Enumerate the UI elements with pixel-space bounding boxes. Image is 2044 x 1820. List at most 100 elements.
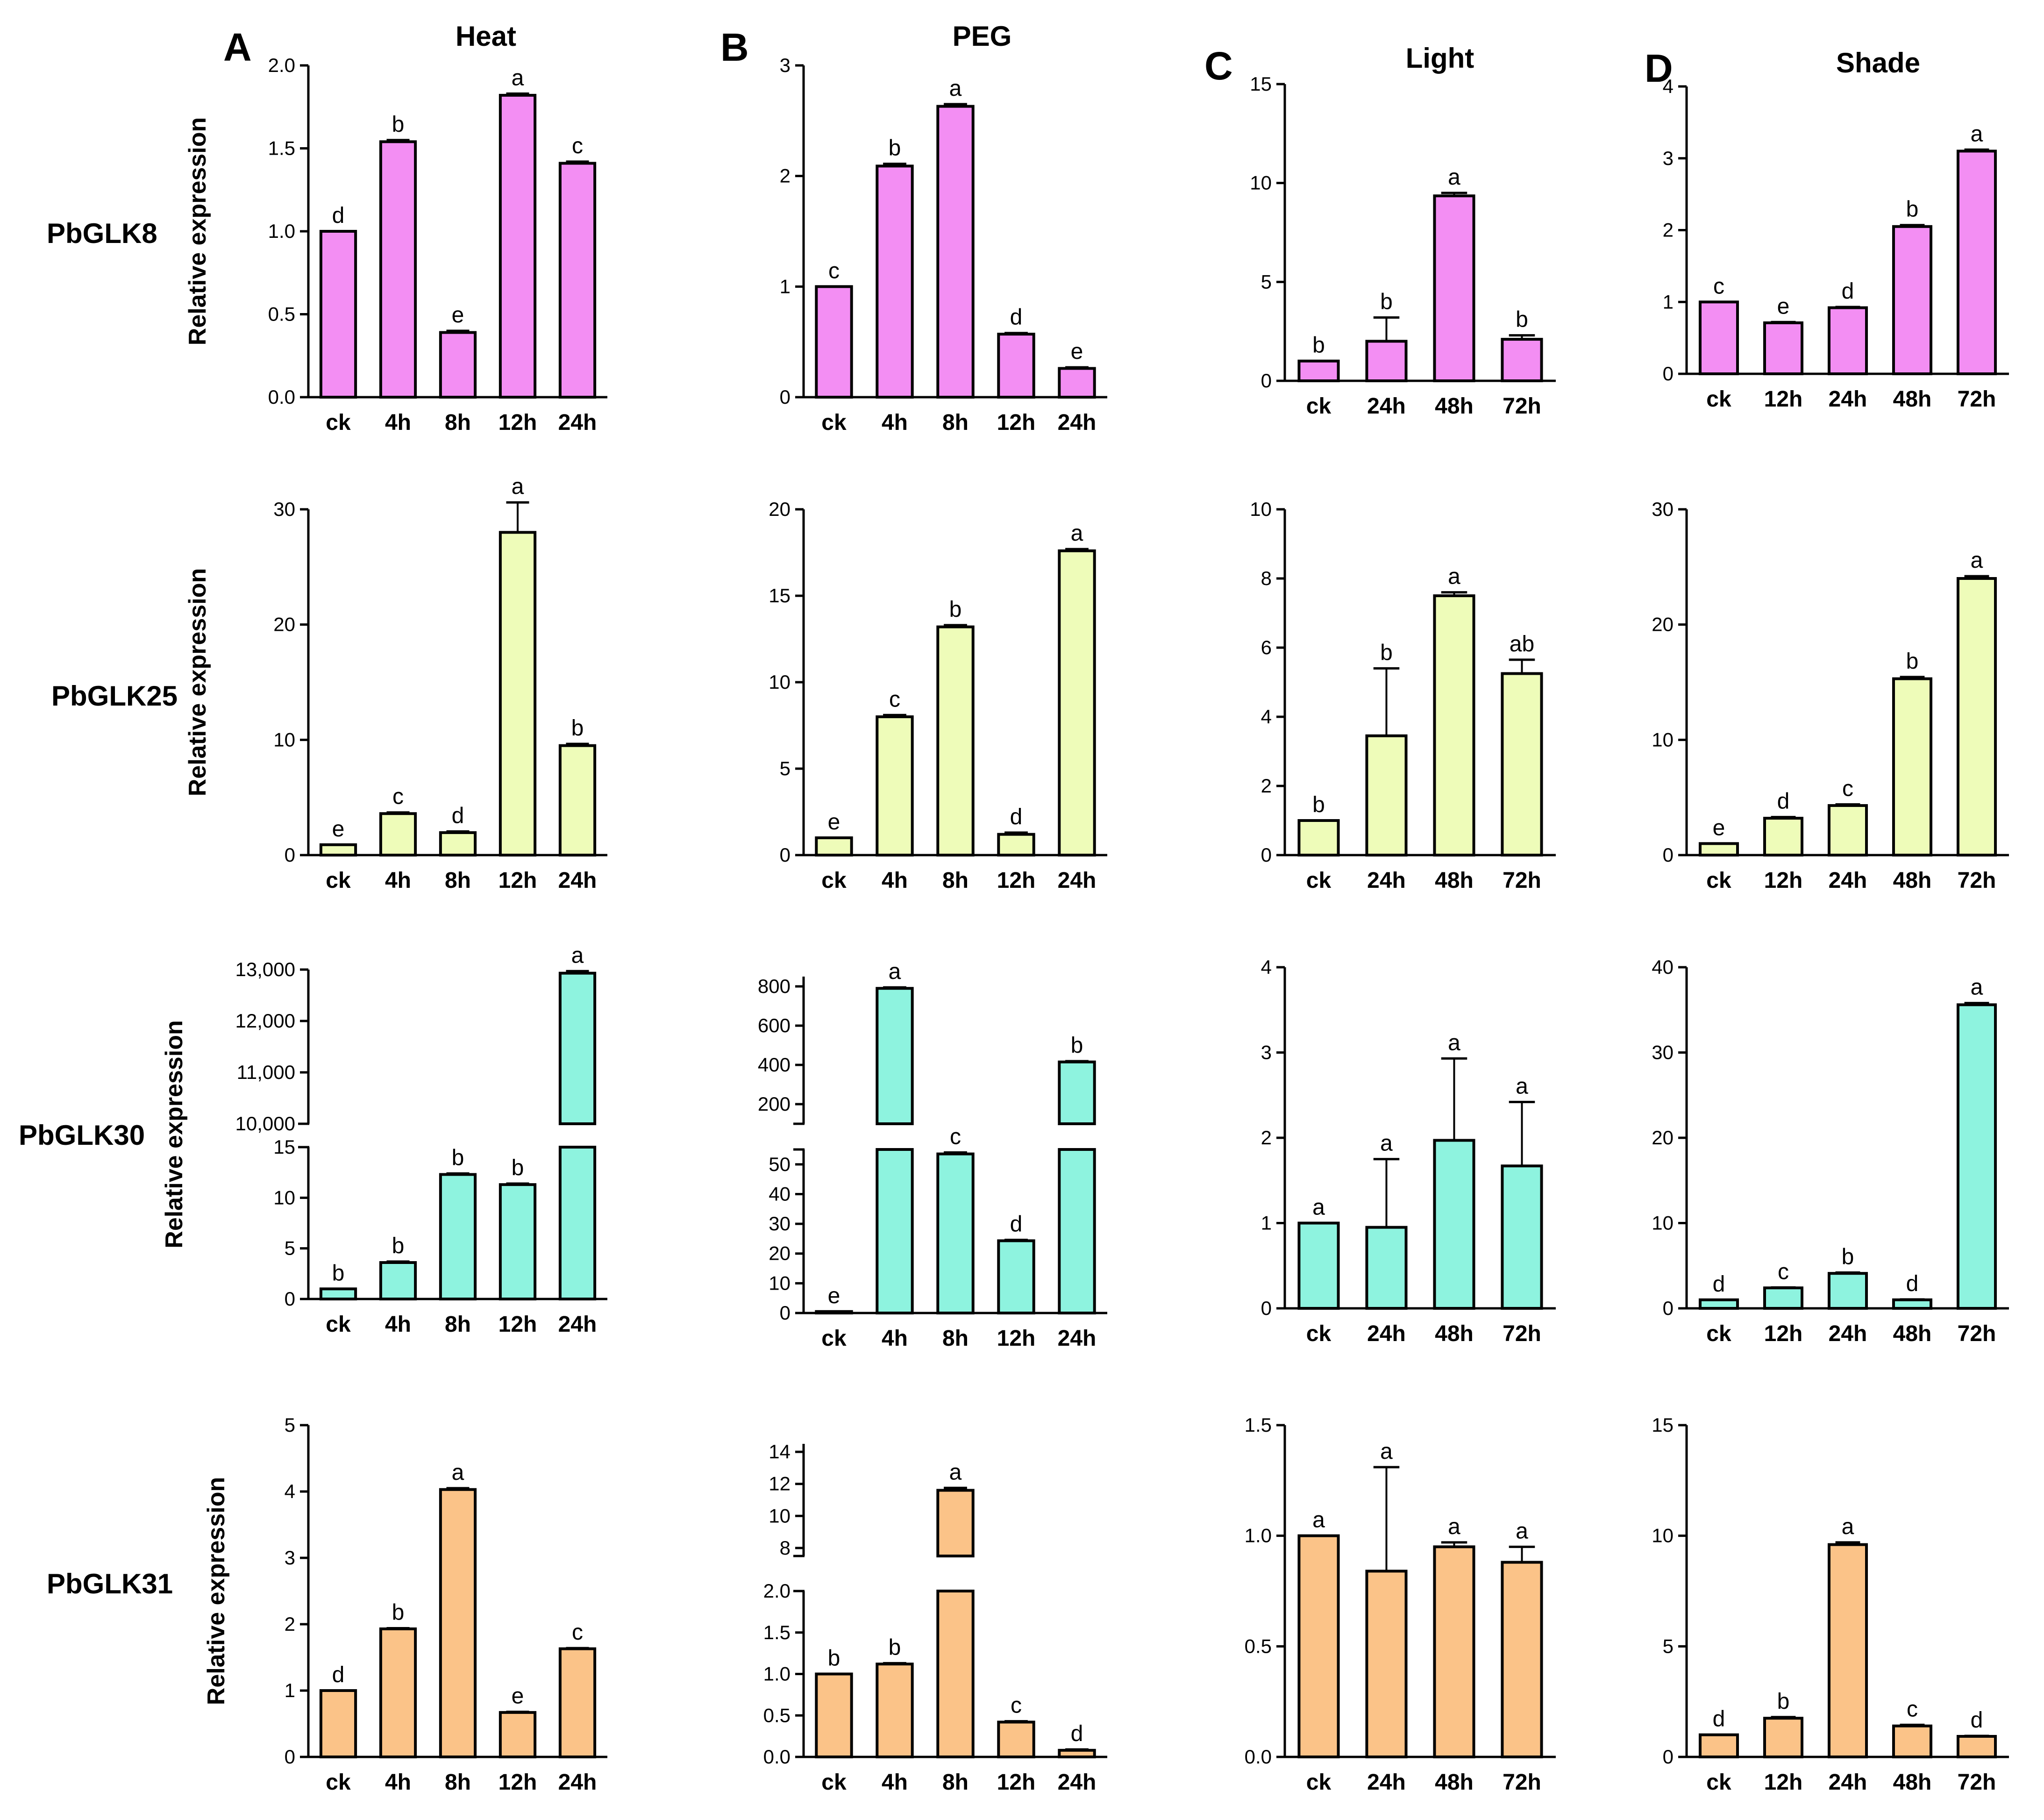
- pbglk8-peg-bar-ck: [815, 285, 853, 399]
- pbglk8-peg-xtick-label-ck: ck: [821, 410, 847, 435]
- pbglk8-heat-bar-8h: [439, 331, 477, 399]
- pbglk30-peg-ytick-label: 200: [758, 1093, 791, 1115]
- pbglk30-shade-bar-48h: [1892, 1298, 1933, 1310]
- panel-letter-c: C: [1204, 44, 1233, 88]
- pbglk8-peg-xtick-label-24h: 24h: [1058, 410, 1097, 435]
- pbglk8-light-sig-letter-24h: b: [1380, 290, 1393, 314]
- pbglk25-light-sig-letter-48h: a: [1448, 564, 1460, 589]
- pbglk25-light-xtick-label-ck: ck: [1306, 868, 1332, 893]
- pbglk30-peg-xtick-label-8h: 8h: [942, 1326, 969, 1351]
- pbglk8-heat-sig-letter-24h: c: [572, 134, 583, 158]
- pbglk30-peg-bar-ck: [815, 1310, 853, 1314]
- pbglk31-peg-sig-letter-ck: b: [828, 1646, 840, 1671]
- pbglk31-light-ytick-label: 1.0: [1245, 1525, 1272, 1547]
- pbglk25-shade-xtick-label-24h: 24h: [1829, 868, 1867, 893]
- pbglk31-shade-ytick-label: 5: [1663, 1635, 1674, 1657]
- pbglk25-heat-sig-letter-ck: e: [332, 817, 345, 842]
- pbglk30-heat-sig-letter-24h: a: [571, 943, 584, 968]
- pbglk31-peg-ytick-label: 1.0: [763, 1663, 791, 1685]
- pbglk25-light-bar-ck: [1297, 819, 1340, 856]
- pbglk30-heat-bar-ck: [319, 1287, 357, 1300]
- pbglk31-shade-bar-12h: [1763, 1717, 1804, 1759]
- pbglk31-light-bar-ck: [1297, 1534, 1340, 1759]
- pbglk30-light-sig-letter-24h: a: [1380, 1131, 1393, 1156]
- gene-label-pbglk25: PbGLK25: [51, 680, 178, 712]
- pbglk30-heat-xtick-label-4h: 4h: [385, 1312, 411, 1337]
- pbglk25-shade-ytick-label: 20: [1652, 614, 1674, 635]
- pbglk25-peg-xtick-label-12h: 12h: [997, 868, 1036, 893]
- pbglk25-shade-sig-letter-72h: a: [1971, 548, 1983, 573]
- pbglk30-heat-ytick-label: 0: [285, 1288, 295, 1310]
- pbglk25-light-sig-letter-24h: b: [1380, 640, 1393, 665]
- pbglk30-peg-ytick-label: 600: [758, 1014, 791, 1036]
- pbglk30-heat-sig-letter-4h: b: [392, 1234, 405, 1258]
- pbglk25-peg-bar-12h: [997, 833, 1035, 856]
- pbglk25-peg-xtick-label-24h: 24h: [1058, 868, 1097, 893]
- pbglk8-peg-xtick-label-8h: 8h: [942, 410, 969, 435]
- pbglk8-light-xtick-label-72h: 72h: [1503, 394, 1541, 419]
- pbglk8-shade-sig-letter-24h: d: [1842, 279, 1854, 304]
- pbglk25-shade-bar-72h: [1956, 577, 1997, 856]
- pbglk25-light-bar-72h: [1501, 672, 1543, 856]
- pbglk25-heat-ytick-label: 0: [285, 844, 295, 866]
- pbglk31-peg-xtick-label-12h: 12h: [997, 1770, 1036, 1795]
- pbglk25-shade-xtick-label-48h: 48h: [1893, 868, 1932, 893]
- pbglk31-light-xtick-label-24h: 24h: [1367, 1770, 1406, 1795]
- pbglk30-light-bar-ck: [1297, 1221, 1340, 1310]
- pbglk8-shade-bar-12h: [1763, 321, 1804, 376]
- pbglk30-heat-ytick-label: 10,000: [235, 1113, 295, 1135]
- pbglk31-heat-xtick-label-12h: 12h: [499, 1770, 537, 1795]
- pbglk31-light-bar-24h: [1365, 1570, 1408, 1758]
- pbglk25-light-bar-24h: [1365, 734, 1408, 856]
- pbglk30-light-sig-letter-72h: a: [1516, 1074, 1528, 1099]
- pbglk31-peg-xtick-label-4h: 4h: [882, 1770, 908, 1795]
- pbglk31-shade-bar-72h: [1956, 1734, 1997, 1758]
- pbglk25-peg-ytick-label: 15: [769, 585, 791, 607]
- pbglk30-heat-y-axis-label: Relative expression: [161, 1020, 188, 1248]
- pbglk8-peg-ytick-label: 0: [780, 386, 791, 408]
- pbglk31-heat-ytick-label: 2: [285, 1613, 295, 1635]
- pbglk25-peg-sig-letter-8h: b: [949, 597, 962, 622]
- pbglk30-shade-sig-letter-12h: c: [1778, 1259, 1789, 1284]
- pbglk31-shade-bar-48h: [1892, 1724, 1933, 1759]
- pbglk25-heat-bar-24h: [558, 744, 597, 856]
- pbglk30-peg-ytick-label: 10: [769, 1272, 791, 1294]
- pbglk25-heat-sig-letter-24h: b: [571, 716, 584, 741]
- pbglk25-heat-ytick-label: 30: [273, 498, 295, 520]
- pbglk8-shade-bar-72h: [1956, 150, 1997, 375]
- pbglk25-light-sig-letter-72h: ab: [1510, 632, 1534, 657]
- pbglk30-heat-bar-24h-gap: [558, 1125, 597, 1146]
- pbglk31-heat-ytick-label: 5: [285, 1414, 295, 1436]
- pbglk31-light-sig-letter-72h: a: [1516, 1519, 1528, 1543]
- pbglk31-peg-xtick-label-ck: ck: [821, 1770, 847, 1795]
- pbglk8-shade-bar-ck: [1698, 300, 1739, 375]
- pbglk25-shade-bar-24h: [1827, 804, 1868, 857]
- pbglk30-heat-bar-12h: [499, 1183, 537, 1301]
- pbglk25-light-xtick-label-24h: 24h: [1367, 868, 1406, 893]
- pbglk31-heat-sig-letter-8h: a: [452, 1460, 464, 1485]
- pbglk30-shade-sig-letter-24h: b: [1842, 1244, 1854, 1269]
- pbglk30-light-xtick-label-72h: 72h: [1503, 1321, 1541, 1346]
- pbglk30-heat-sig-letter-12h: b: [512, 1156, 524, 1180]
- pbglk30-shade-sig-letter-48h: d: [1906, 1271, 1919, 1296]
- pbglk8-peg-sig-letter-4h: b: [889, 136, 901, 161]
- pbglk8-heat-bar-4h: [379, 140, 417, 399]
- pbglk31-light-xtick-label-72h: 72h: [1503, 1770, 1541, 1795]
- pbglk8-peg-xtick-label-4h: 4h: [882, 410, 908, 435]
- pbglk31-peg-sig-letter-24h: d: [1071, 1721, 1083, 1746]
- pbglk31-shade-sig-letter-24h: a: [1842, 1514, 1854, 1539]
- panel-letter-d: D: [1645, 46, 1673, 90]
- pbglk25-shade-bar-ck: [1698, 842, 1739, 857]
- pbglk30-light-xtick-label-24h: 24h: [1367, 1321, 1406, 1346]
- pbglk8-heat-ytick-label: 2.0: [268, 54, 295, 76]
- pbglk30-heat-sig-letter-ck: b: [332, 1261, 345, 1285]
- pbglk25-light-sig-letter-ck: b: [1312, 792, 1325, 817]
- pbglk8-heat-bar-24h: [558, 162, 597, 399]
- column-title-heat: Heat: [456, 21, 516, 52]
- pbglk31-shade-sig-letter-72h: d: [1971, 1708, 1983, 1733]
- pbglk31-shade-bar-24h: [1827, 1543, 1868, 1759]
- pbglk31-peg-sig-letter-8h: a: [949, 1460, 962, 1485]
- pbglk31-peg-ytick-label: 14: [769, 1441, 791, 1463]
- pbglk25-light-xtick-label-72h: 72h: [1503, 868, 1541, 893]
